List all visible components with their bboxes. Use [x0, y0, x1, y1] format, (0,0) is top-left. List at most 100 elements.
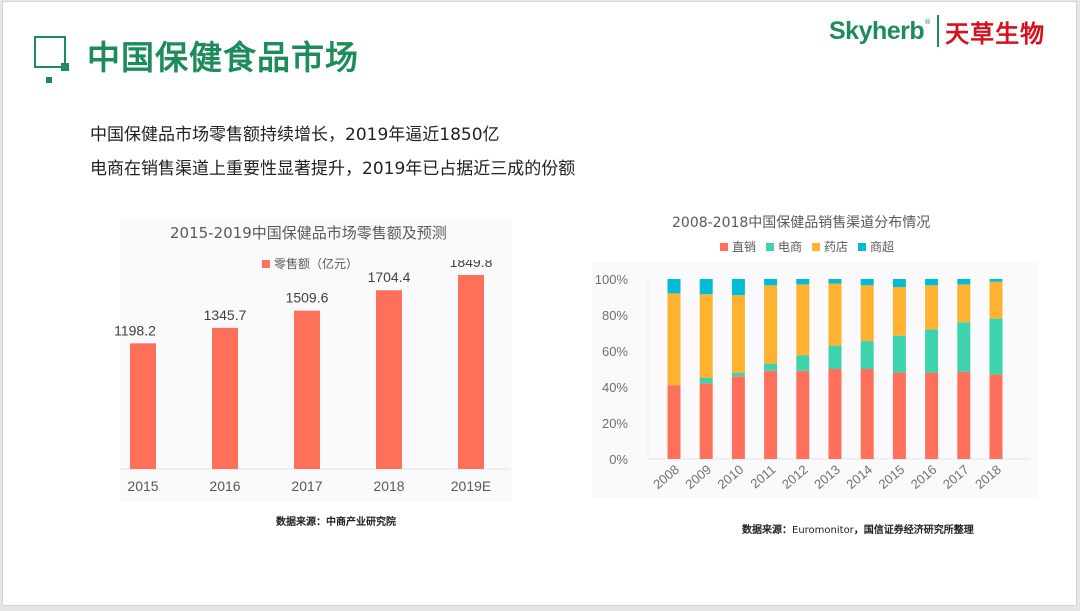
segment-电商-2011: [764, 363, 778, 371]
x-tick-label: 2014: [843, 462, 875, 492]
segment-直销-2009: [699, 383, 713, 459]
legend-label: 商超: [870, 240, 895, 254]
segment-电商-2013: [828, 345, 842, 369]
retail-chart-legend: 零售额（亿元）: [262, 255, 368, 272]
segment-电商-2010: [731, 372, 745, 377]
y-tick-label: 40%: [602, 380, 628, 395]
segment-药店-2018: [989, 281, 1003, 319]
legend-item: 直销: [720, 238, 756, 255]
segment-直销-2008: [667, 385, 681, 459]
segment-直销-2013: [828, 369, 842, 459]
x-tick-label: 2009: [682, 462, 714, 492]
x-tick-label: 2015: [876, 462, 908, 492]
x-tick-label: 2008: [650, 462, 682, 492]
bar-2017: [294, 310, 320, 469]
channel-chart-legend: 直销 电商 药店 商超: [720, 238, 904, 255]
legend-item: 零售额（亿元）: [262, 255, 358, 272]
x-tick-label: 2013: [811, 462, 843, 492]
segment-电商-2009: [699, 378, 713, 384]
logo-chinese: 天草生物: [945, 19, 1046, 48]
source-prefix: 数据来源：: [742, 525, 792, 536]
legend-swatch: [766, 242, 775, 251]
segment-直销-2012: [796, 370, 810, 459]
segment-直销-2016: [925, 372, 939, 459]
segment-商超-2011: [764, 279, 778, 286]
segment-商超-2016: [925, 279, 939, 286]
segment-商超-2010: [731, 279, 745, 296]
segment-电商-2018: [989, 318, 1003, 375]
segment-药店-2014: [860, 285, 874, 342]
legend-item: 药店: [812, 238, 848, 255]
legend-swatch: [858, 242, 867, 251]
segment-电商-2015: [892, 335, 906, 373]
segment-直销-2010: [731, 376, 745, 459]
segment-药店-2008: [667, 293, 681, 386]
legend-label: 电商: [778, 240, 803, 254]
retail-chart-title: 2015-2019中国保健品市场零售额及预测: [170, 224, 447, 242]
y-tick-label: 20%: [602, 416, 628, 431]
x-tick-label: 2018: [373, 478, 404, 494]
x-tick-label: 2015: [127, 478, 158, 494]
segment-商超-2017: [957, 279, 971, 285]
segment-电商-2012: [796, 355, 810, 371]
bullet-text: 电商在销售渠道上重要性显著提升，2019年已占据近三成的份额: [90, 159, 576, 179]
x-tick-label: 2010: [715, 462, 747, 492]
segment-直销-2015: [892, 372, 906, 459]
segment-直销-2017: [957, 371, 971, 459]
legend-item: 电商: [766, 238, 802, 255]
bar-2019E: [458, 275, 484, 469]
legend-label: 直销: [732, 240, 757, 254]
brand-logo: Skyherb ® 天草生物: [829, 13, 1045, 49]
bar-value-label: 1849.8: [450, 260, 493, 270]
segment-药店-2010: [731, 295, 745, 373]
segment-电商-2017: [957, 322, 971, 372]
channel-chart-title: 2008-2018中国保健品销售渠道分布情况: [672, 215, 931, 231]
x-tick-label: 2012: [779, 462, 811, 492]
legend-swatch: [720, 242, 728, 251]
segment-商超-2015: [892, 279, 906, 288]
x-tick-label: 2011: [747, 462, 778, 491]
segment-药店-2011: [764, 285, 778, 364]
segment-商超-2012: [796, 279, 810, 285]
logo-english: Skyherb: [829, 16, 925, 45]
title-dot-icon: [46, 77, 52, 83]
source-suffix: ，国信证券经济研究所整理: [853, 525, 974, 536]
segment-药店-2015: [892, 287, 906, 336]
segment-商超-2009: [699, 279, 713, 295]
bar-value-label: 1345.7: [204, 307, 247, 323]
bar-2018: [376, 290, 402, 469]
page-title: 中国保健食品市场: [87, 38, 359, 77]
y-tick-label: 100%: [595, 272, 629, 287]
logo-registered-mark: ®: [924, 18, 932, 26]
source-latin: Euromonitor: [792, 525, 854, 536]
x-tick-label: 2019E: [451, 478, 491, 494]
segment-直销-2014: [860, 369, 874, 459]
y-tick-label: 0%: [609, 452, 628, 467]
segment-药店-2016: [925, 285, 939, 330]
x-tick-label: 2017: [291, 478, 322, 494]
x-tick-label: 2018: [972, 462, 1004, 492]
bar-2015: [130, 343, 156, 469]
segment-药店-2009: [699, 294, 713, 378]
legend-swatch: [262, 259, 270, 268]
legend-swatch: [812, 242, 821, 251]
segment-直销-2018: [989, 374, 1003, 459]
bullet-text: 中国保健品市场零售额持续增长，2019年逼近1850亿: [90, 125, 500, 145]
legend-item: 商超: [858, 238, 894, 255]
segment-药店-2012: [796, 284, 810, 356]
segment-电商-2014: [860, 341, 874, 369]
channel-chart-source: 数据来源：Euromonitor，国信证券经济研究所整理: [742, 521, 974, 536]
y-tick-label: 60%: [602, 344, 628, 359]
x-tick-label: 2016: [908, 462, 940, 492]
bar-value-label: 1198.2: [114, 322, 156, 338]
title-square-icon: [34, 36, 69, 71]
bar-value-label: 1704.4: [368, 269, 411, 285]
x-tick-label: 2016: [209, 478, 240, 494]
segment-药店-2017: [957, 284, 971, 323]
bar-2016: [212, 327, 238, 469]
segment-商超-2008: [667, 279, 681, 294]
legend-label: 零售额（亿元）: [274, 257, 359, 271]
segment-药店-2013: [828, 283, 842, 346]
segment-商超-2018: [989, 279, 1003, 282]
segment-商超-2013: [828, 279, 842, 284]
